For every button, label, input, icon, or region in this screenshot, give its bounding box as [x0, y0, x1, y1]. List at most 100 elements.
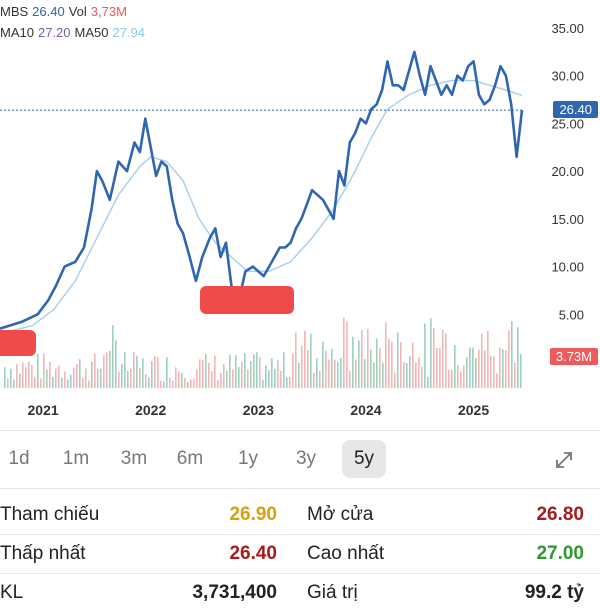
volume-bar: [49, 361, 51, 388]
volume-bar: [229, 354, 231, 388]
volume-bar: [235, 355, 237, 388]
volume-bar: [289, 376, 291, 388]
y-tick-label: 35.00: [551, 21, 584, 36]
volume-bar: [217, 379, 219, 388]
volume-bar: [106, 352, 108, 388]
stats-row: Thấp nhất 26.40 Cao nhất 27.00: [0, 535, 600, 573]
volume-bar: [22, 362, 24, 388]
volume-bar: [340, 358, 342, 388]
volume-bar: [436, 348, 438, 388]
volume-bar: [463, 365, 465, 388]
volume-bar: [211, 371, 213, 388]
volume-bar: [430, 318, 432, 388]
x-axis-labels: 2021 2022 2023 2024 2025: [27, 402, 489, 418]
x-tick-label: 2022: [135, 402, 166, 418]
volume-bar: [121, 363, 123, 388]
volume-bar: [361, 329, 363, 388]
volume-bar: [136, 355, 138, 388]
volume-bar: [10, 368, 12, 388]
range-6m[interactable]: 6m: [176, 448, 204, 469]
volume-bar: [61, 377, 63, 388]
volume-bar: [148, 377, 150, 388]
volume-bar: [418, 357, 420, 388]
legend-ma: MA10 27.20 MA50 27.94: [0, 25, 149, 40]
volume-bar: [505, 350, 507, 388]
range-3m[interactable]: 3m: [120, 448, 148, 469]
range-3y[interactable]: 3y: [295, 448, 317, 469]
volume-bar: [346, 321, 348, 388]
volume-bar: [379, 348, 381, 388]
volume-bar: [190, 379, 192, 388]
volume-bar: [325, 350, 327, 388]
divider: [0, 430, 600, 431]
y-tick-label: 10.00: [551, 260, 584, 275]
volume-bar: [322, 341, 324, 388]
divider: [0, 573, 600, 574]
volume-bar: [448, 369, 450, 388]
volume-bar: [481, 333, 483, 388]
volume-bar: [172, 380, 174, 388]
volume-bar: [508, 330, 510, 388]
volume-bar: [364, 359, 366, 388]
volume-bar: [142, 358, 144, 388]
volume-bar: [166, 357, 168, 388]
volume-bar: [118, 371, 120, 388]
volume-bar: [145, 374, 147, 388]
volume-bar: [7, 378, 9, 388]
stat-label: Mở cửa: [307, 504, 374, 525]
range-1m[interactable]: 1m: [62, 448, 90, 469]
volume-bar: [313, 372, 315, 388]
volume-bar: [250, 360, 252, 388]
range-1d[interactable]: 1d: [8, 448, 30, 469]
volume-bar: [490, 356, 492, 388]
volume-bar: [391, 341, 393, 388]
volume-bar: [112, 325, 114, 388]
volume-bar: [64, 371, 66, 388]
volume-bar: [388, 338, 390, 388]
price-badge: 26.40: [553, 101, 598, 118]
volume-bar: [451, 370, 453, 388]
volume-bar: [343, 317, 345, 388]
volume-bar: [46, 369, 48, 388]
volume-bar: [94, 353, 96, 388]
volume-bar: [199, 359, 201, 388]
volume-bar: [262, 379, 264, 388]
legend-price-value: 26.40: [32, 4, 65, 19]
volume-bar: [427, 376, 429, 388]
volume-bar: [460, 371, 462, 388]
range-1y[interactable]: 1y: [237, 448, 259, 469]
volume-bar: [286, 377, 288, 388]
volume-bar: [259, 357, 261, 388]
volume-bar: [334, 359, 336, 388]
range-selector: 1d 1m 3m 6m 1y 3y 5y: [0, 438, 600, 480]
range-5y[interactable]: 5y: [342, 440, 386, 478]
volume-bar: [433, 328, 435, 388]
volume-bar: [265, 365, 267, 388]
y-tick-label: 15.00: [551, 212, 584, 227]
volume-bar: [16, 364, 18, 388]
volume-bar: [316, 358, 318, 388]
volume-bar: [469, 347, 471, 388]
volume-bar: [220, 372, 222, 388]
volume-bar: [187, 381, 189, 388]
y-tick-label: 5.00: [559, 307, 584, 322]
volume-bar: [271, 358, 273, 388]
highlight-mark: [0, 330, 36, 356]
volume-bar: [241, 361, 243, 388]
volume-bar: [70, 374, 72, 388]
expand-icon[interactable]: [552, 448, 576, 472]
volume-badge: 3.73M: [549, 348, 598, 365]
volume-bar: [328, 359, 330, 388]
volume-bar: [304, 330, 306, 388]
legend-vol-value: 3,73M: [90, 4, 127, 19]
volume-bar: [244, 352, 246, 388]
x-tick-label: 2021: [27, 402, 58, 418]
volume-bar: [223, 363, 225, 388]
stat-label: Thấp nhất: [0, 543, 86, 564]
legend-ma50-label: MA50: [74, 25, 109, 40]
volume-bar: [319, 370, 321, 388]
volume-bar: [157, 357, 159, 388]
x-tick-label: 2025: [458, 402, 489, 418]
volume-bar: [97, 368, 99, 388]
